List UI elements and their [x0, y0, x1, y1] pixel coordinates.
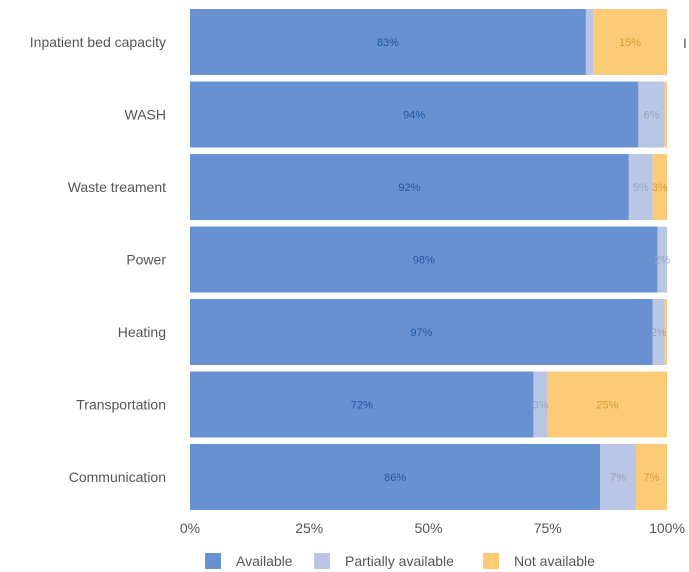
- segment-label-available-1: 83%: [377, 37, 399, 49]
- bar-segment-available-6: [190, 371, 534, 438]
- bars-layer: [190, 9, 667, 510]
- x-tick-label: 75%: [534, 520, 562, 536]
- category-label-1: Inpatient bed capacity: [30, 34, 166, 50]
- legend-swatch-not-available: [483, 553, 499, 569]
- legend: Available Partially available Not availabl…: [205, 553, 595, 569]
- segment-label-partially-available-4: 2%: [654, 255, 670, 267]
- segment-label-partially-available-5: 2%: [651, 327, 667, 339]
- segment-label-available-4: 98%: [413, 255, 435, 267]
- segment-label-partially-available-3: 5%: [633, 182, 649, 194]
- stray-text: I: [683, 35, 687, 51]
- legend-label-not-available: Not available: [514, 553, 595, 569]
- bar-segment-not-available-1: [593, 9, 667, 75]
- segment-label-not-available-6: 25%: [596, 400, 618, 412]
- segment-labels-layer: 83% 15%94% 6%92% 5% 3%98% 2%97% 2%72% 3% 25%86% 7…: [351, 37, 671, 484]
- category-label-3: Waste treament: [68, 179, 166, 195]
- bar-segment-partially-available-2: [638, 81, 665, 148]
- bar-segment-available-1: [190, 9, 586, 75]
- bar-segment-not-available-2: [664, 81, 667, 148]
- bar-segment-not-available-7: [635, 444, 667, 510]
- category-label-2: WASH: [125, 107, 166, 123]
- x-tick-label: 100%: [649, 520, 685, 536]
- category-label-4: Power: [126, 252, 166, 268]
- category-label-6: Transportation: [76, 397, 166, 413]
- legend-swatch-available: [205, 553, 221, 569]
- x-tick-label: 25%: [295, 520, 323, 536]
- segment-label-not-available-3: 3%: [652, 182, 668, 194]
- bar-segment-available-3: [190, 154, 629, 220]
- bar-segment-partially-available-5: [652, 299, 665, 365]
- bar-segment-partially-available-1: [585, 9, 594, 75]
- bar-segment-partially-available-4: [657, 226, 667, 293]
- bar-segment-not-available-6: [547, 371, 667, 438]
- segment-label-available-6: 72%: [351, 400, 373, 412]
- segment-label-not-available-7: 7%: [644, 472, 660, 484]
- segment-label-available-3: 92%: [398, 182, 420, 194]
- segment-label-available-5: 97%: [410, 327, 432, 339]
- segment-label-partially-available-2: 6%: [644, 110, 660, 122]
- category-label-5: Heating: [118, 324, 166, 340]
- segment-label-partially-available-6: 3%: [533, 400, 549, 412]
- legend-swatch-partially-available: [314, 553, 330, 569]
- bar-segment-partially-available-6: [533, 371, 548, 438]
- bar-segment-not-available-3: [652, 154, 667, 220]
- bar-segment-not-available-5: [664, 299, 667, 365]
- bar-segment-partially-available-3: [628, 154, 653, 220]
- segment-label-available-7: 86%: [384, 472, 406, 484]
- legend-label-partially-available: Partially available: [345, 553, 454, 569]
- segment-label-available-2: 94%: [403, 110, 425, 122]
- segment-label-not-available-1: 15%: [619, 37, 641, 49]
- x-tick-label: 0%: [180, 520, 200, 536]
- category-label-7: Communication: [69, 469, 166, 485]
- x-axis-tick-labels: 0% 25% 50% 75% 100%: [180, 520, 685, 536]
- bar-segment-available-4: [190, 226, 658, 293]
- bar-segment-available-5: [190, 299, 653, 365]
- x-tick-label: 50%: [414, 520, 442, 536]
- bar-segment-partially-available-7: [600, 444, 636, 510]
- bar-segment-available-7: [190, 444, 601, 510]
- legend-label-available: Available: [236, 553, 293, 569]
- category-labels-layer: Inpatient bed capacity WASH Waste treament…: [30, 34, 167, 485]
- bar-segment-available-2: [190, 81, 639, 148]
- segment-label-partially-available-7: 7%: [610, 472, 626, 484]
